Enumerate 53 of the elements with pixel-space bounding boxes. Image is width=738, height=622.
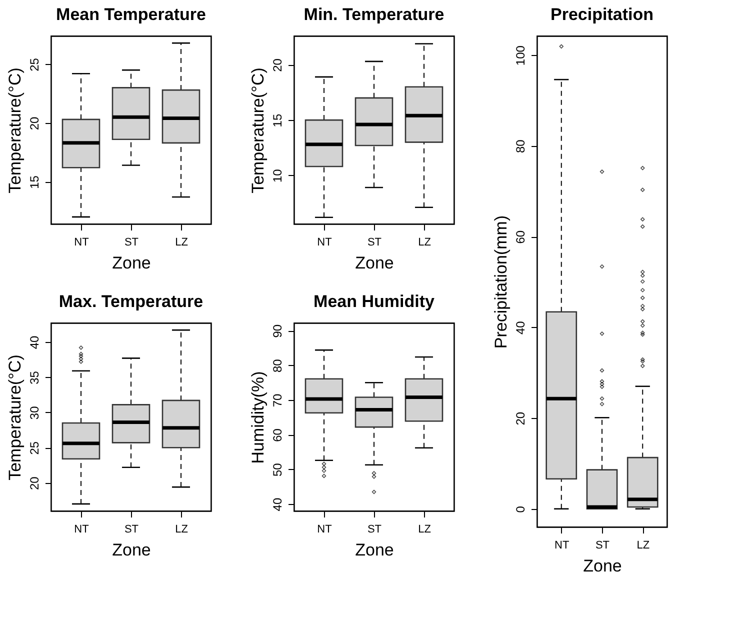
y-tick-label: 20	[28, 476, 42, 490]
x-tick-label: NT	[74, 524, 90, 536]
y-axis-title: Temperature(°C)	[6, 354, 24, 480]
x-axis-title: Zone	[112, 540, 151, 560]
x-axis-title: Zone	[355, 540, 394, 560]
x-tick-label: NT	[317, 236, 332, 248]
y-tick-label: 30	[28, 406, 42, 420]
y-axis-title: Temperature(°C)	[248, 68, 268, 194]
y-tick-label: 20	[270, 58, 284, 72]
x-axis-title: Zone	[355, 254, 394, 272]
y-tick-label: 20	[514, 412, 528, 426]
y-tick-label: 50	[270, 462, 284, 477]
y-tick-label: 40	[514, 320, 528, 335]
x-tick-label: NT	[317, 524, 332, 536]
x-tick-label: LZ	[418, 524, 432, 536]
y-tick-label: 80	[514, 139, 528, 153]
x-tick-label: LZ	[175, 236, 188, 248]
y-tick-label: 10	[270, 168, 284, 183]
y-tick-label: 25	[28, 441, 42, 455]
y-tick-label: 100	[514, 45, 528, 66]
y-tick-label: 40	[270, 498, 284, 512]
y-axis-title: Temperature(°C)	[6, 68, 24, 194]
y-tick-label: 25	[28, 58, 42, 72]
y-tick-label: 15	[28, 175, 42, 189]
y-tick-label: 15	[270, 114, 284, 128]
y-tick-label: 20	[28, 116, 42, 130]
x-tick-label: LZ	[175, 524, 188, 536]
y-tick-label: 40	[28, 336, 42, 350]
x-tick-label: ST	[367, 236, 382, 248]
y-axis-title: Humidity(%)	[248, 371, 268, 464]
y-tick-label: 35	[28, 370, 42, 384]
x-tick-label: LZ	[636, 540, 650, 552]
y-tick-label: 60	[270, 428, 284, 442]
x-tick-label: LZ	[418, 236, 432, 248]
chart-title: Mean Humidity	[314, 292, 435, 311]
x-axis-title: Zone	[583, 556, 622, 576]
x-tick-label: ST	[367, 524, 382, 536]
y-tick-label: 70	[270, 394, 284, 408]
chart-title: Mean Temperature	[56, 5, 206, 24]
chart-title: Max. Temperature	[58, 292, 204, 311]
x-tick-label: NT	[554, 540, 570, 552]
y-tick-label: 60	[514, 230, 528, 244]
y-tick-label: 80	[270, 358, 284, 372]
x-tick-label: ST	[124, 236, 139, 248]
y-tick-label: 0	[514, 506, 528, 513]
y-axis-title: Precipitation(mm)	[492, 215, 510, 349]
chart-title: Min. Temperature	[304, 5, 444, 24]
chart-title: Precipitation	[550, 5, 654, 24]
x-tick-label: NT	[74, 236, 90, 248]
x-tick-label: ST	[595, 540, 610, 552]
x-axis-title: Zone	[112, 254, 151, 272]
x-tick-label: ST	[124, 524, 139, 536]
y-tick-label: 90	[270, 324, 284, 338]
